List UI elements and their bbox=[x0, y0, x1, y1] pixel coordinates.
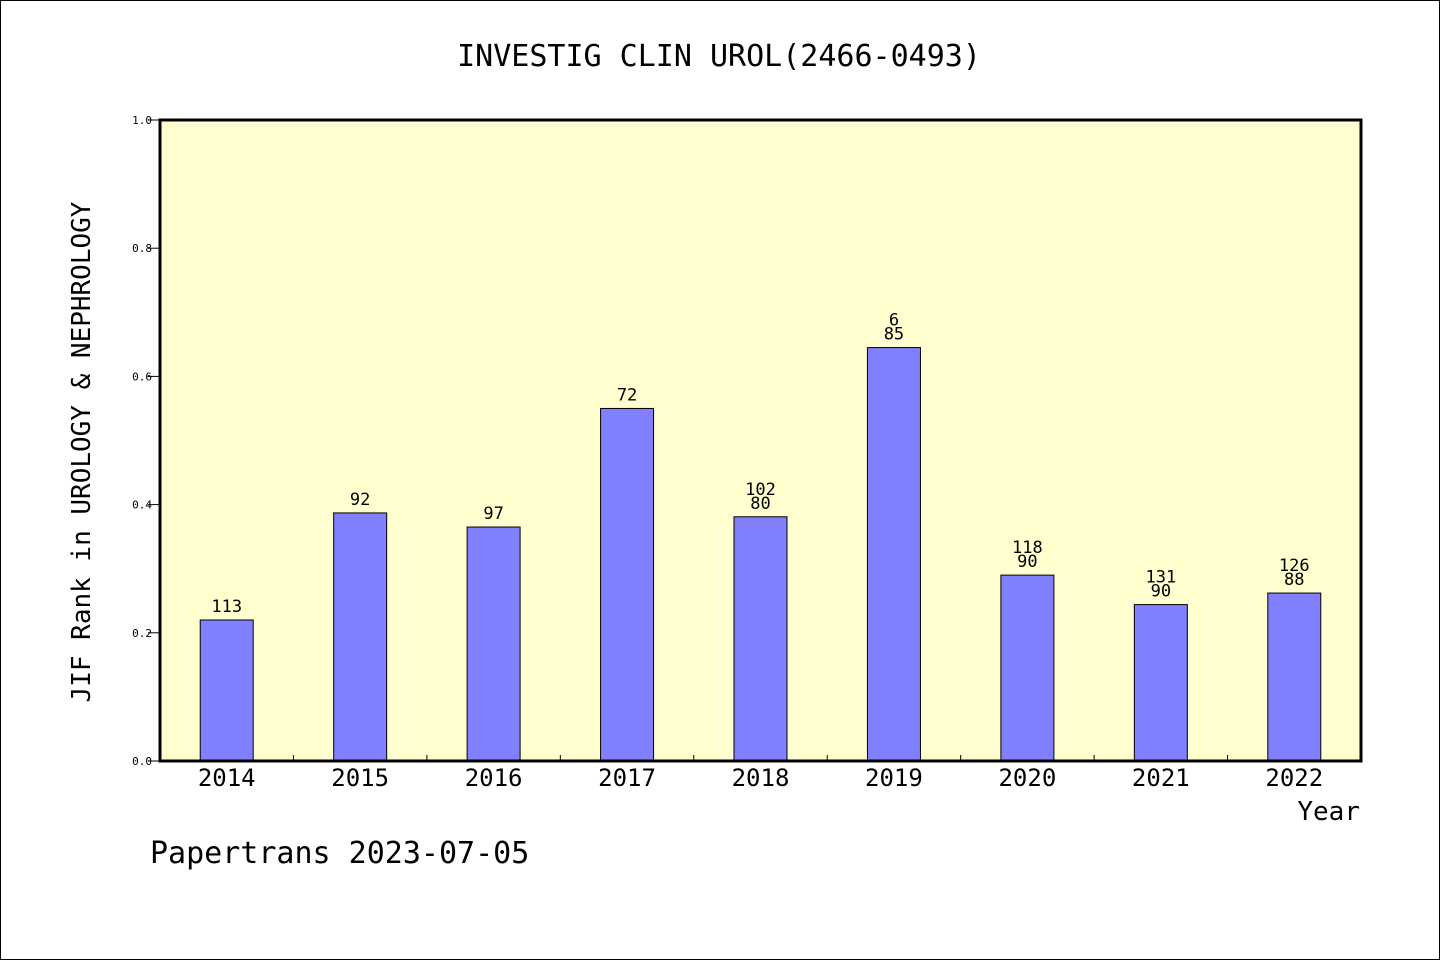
y-tick-label: 1.0 bbox=[132, 114, 152, 127]
bar-data-label-2022: 88 bbox=[1284, 570, 1304, 590]
bar-2015 bbox=[333, 512, 388, 762]
bar-2018 bbox=[733, 516, 788, 762]
y-tick-label: 0.4 bbox=[132, 499, 152, 512]
bar-data-label-2022: 126 bbox=[1279, 556, 1310, 576]
bar-data-label-2015: 92 bbox=[350, 490, 370, 510]
bar-data-label-2020: 118 bbox=[1012, 538, 1043, 558]
bar-2020 bbox=[1000, 574, 1055, 762]
bar-data-label-2018: 80 bbox=[750, 494, 770, 514]
y-tick-label: 0.6 bbox=[132, 370, 152, 383]
bar-data-label-2020: 90 bbox=[1017, 552, 1037, 572]
bar-2019 bbox=[866, 347, 921, 762]
x-tick-label-2015: 2015 bbox=[331, 764, 389, 792]
y-tick-label: 0.0 bbox=[132, 755, 152, 768]
y-tick-label: 0.2 bbox=[132, 627, 152, 640]
y-tick-label: 0.8 bbox=[132, 242, 152, 255]
bar-data-label-2021: 131 bbox=[1145, 568, 1176, 588]
bar-data-label-2017: 72 bbox=[617, 385, 637, 405]
x-tick-label-2017: 2017 bbox=[598, 764, 656, 792]
chart-title: INVESTIG CLIN UROL(2466-0493) bbox=[457, 39, 981, 74]
bar-data-label-2016: 97 bbox=[483, 504, 503, 524]
bar-data-label-2014: 113 bbox=[211, 597, 242, 617]
x-axis-label: Year bbox=[1297, 797, 1360, 827]
x-tick-label-2022: 2022 bbox=[1265, 764, 1323, 792]
plot-border bbox=[158, 118, 1363, 763]
bar-data-label-2018: 102 bbox=[745, 480, 776, 500]
x-tick-label-2018: 2018 bbox=[732, 764, 790, 792]
x-tick-label-2016: 2016 bbox=[465, 764, 523, 792]
footer-text: Papertrans 2023-07-05 bbox=[150, 836, 529, 871]
bar-2017 bbox=[600, 407, 655, 762]
bar-2016 bbox=[466, 526, 521, 762]
bar-2014 bbox=[199, 619, 254, 762]
y-axis-label: JIF Rank in UROLOGY & NEPHROLOGY bbox=[67, 201, 97, 702]
x-tick-label-2021: 2021 bbox=[1132, 764, 1190, 792]
bar-data-label-2021: 90 bbox=[1151, 582, 1171, 602]
bar-data-label-2019: 6 bbox=[889, 311, 899, 331]
x-tick-label-2019: 2019 bbox=[865, 764, 923, 792]
bar-data-label-2019: 85 bbox=[884, 325, 904, 345]
x-tick-label-2020: 2020 bbox=[998, 764, 1056, 792]
x-tick-label-2014: 2014 bbox=[198, 764, 256, 792]
bar-2022 bbox=[1267, 592, 1322, 762]
bar-2021 bbox=[1133, 604, 1188, 762]
